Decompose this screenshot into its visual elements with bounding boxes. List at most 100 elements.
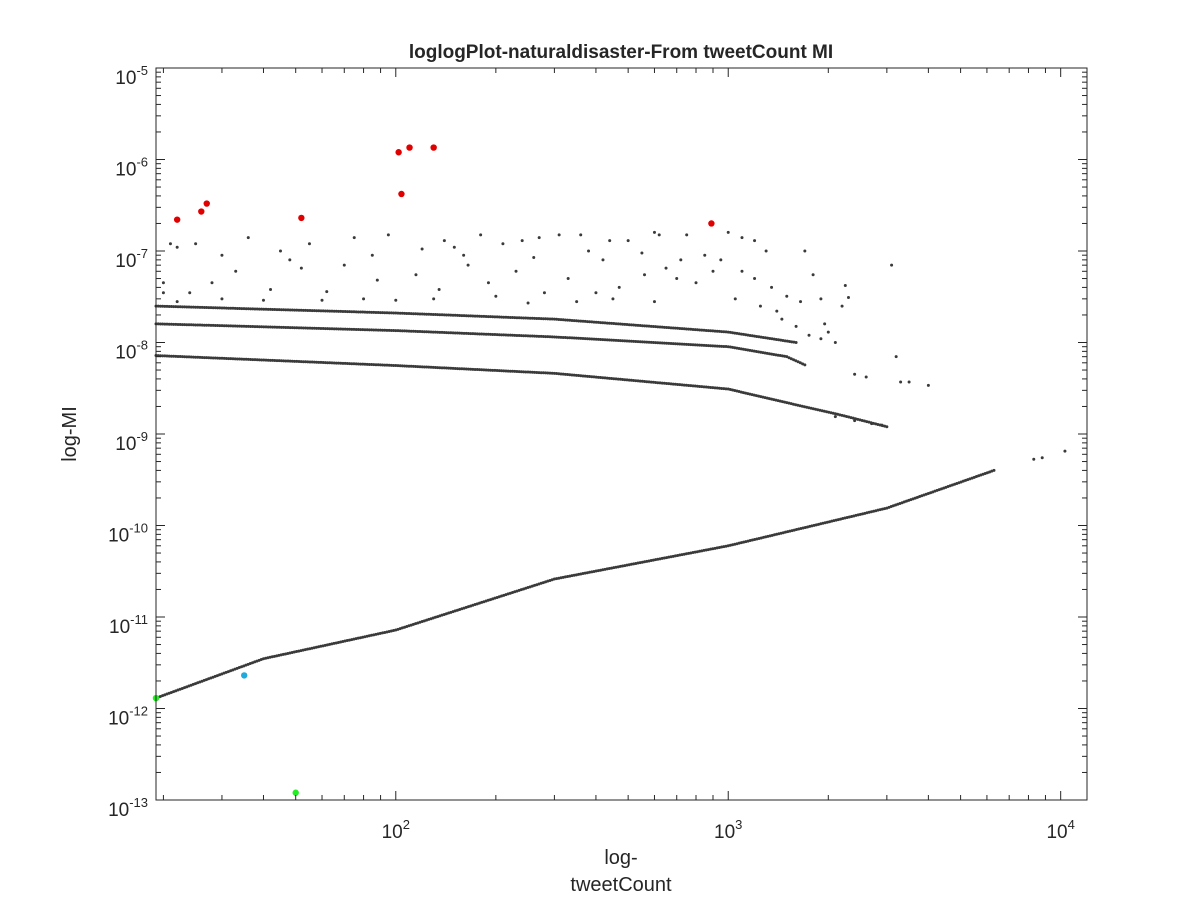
x-tick-label: 104 <box>1046 817 1074 843</box>
data-point <box>240 357 244 361</box>
data-point <box>508 315 512 319</box>
data-point <box>758 304 762 308</box>
data-point <box>550 335 554 339</box>
data-point <box>561 335 565 339</box>
data-point <box>400 364 404 368</box>
data-point <box>679 258 683 262</box>
data-point <box>700 328 704 332</box>
data-point <box>526 334 530 338</box>
data-point <box>662 341 666 345</box>
data-point <box>455 331 459 335</box>
y-tick-label: 10-9 <box>115 429 148 455</box>
data-point <box>429 330 433 334</box>
data-point <box>537 334 541 338</box>
data-point <box>992 468 996 472</box>
data-point <box>251 307 255 311</box>
data-point <box>438 313 442 317</box>
data-point <box>196 305 200 309</box>
data-point <box>367 362 371 366</box>
data-point <box>273 359 277 362</box>
data-point <box>420 365 424 369</box>
data-point <box>422 330 426 334</box>
data-point <box>709 329 713 333</box>
data-point <box>676 326 680 330</box>
data-point <box>200 323 204 327</box>
data-point <box>557 317 561 321</box>
data-point <box>680 342 684 346</box>
data-point <box>654 325 658 329</box>
data-point <box>367 310 371 314</box>
data-point <box>238 357 242 361</box>
series-0 <box>154 468 996 700</box>
data-point <box>279 325 283 329</box>
data-point <box>297 360 301 364</box>
data-point <box>229 324 233 328</box>
data-point <box>229 357 233 361</box>
data-point <box>436 330 440 334</box>
data-point <box>227 357 231 361</box>
data-point <box>506 315 510 319</box>
data-point <box>673 382 677 386</box>
data-point <box>453 366 457 370</box>
data-point <box>229 306 233 310</box>
data-point <box>174 354 178 358</box>
data-point <box>406 144 413 151</box>
data-point <box>163 354 167 358</box>
data-point <box>787 356 791 360</box>
data-point <box>262 325 266 329</box>
data-point <box>535 334 539 338</box>
data-point <box>407 312 411 316</box>
data-point <box>574 319 578 323</box>
data-point <box>416 312 420 316</box>
data-point <box>430 144 437 151</box>
data-point <box>273 325 277 329</box>
data-point <box>601 376 605 380</box>
data-point <box>183 355 187 359</box>
data-point <box>894 355 898 359</box>
data-point <box>350 327 354 331</box>
data-point <box>656 341 660 345</box>
data-point <box>627 378 631 382</box>
data-point <box>437 287 441 291</box>
data-point <box>792 358 796 362</box>
data-point <box>188 291 192 295</box>
data-point <box>890 263 894 267</box>
data-point <box>621 378 625 382</box>
data-point <box>389 311 393 315</box>
data-point <box>579 374 583 378</box>
data-point <box>570 373 574 377</box>
data-point <box>238 324 242 328</box>
data-point <box>559 335 563 339</box>
data-point <box>709 344 713 348</box>
data-point <box>205 356 209 360</box>
data-point <box>500 369 504 373</box>
data-point <box>722 344 726 348</box>
data-point <box>165 304 169 308</box>
data-point <box>253 358 257 362</box>
data-point <box>220 356 224 360</box>
data-point <box>542 291 546 295</box>
data-point <box>310 326 314 330</box>
data-point <box>277 325 281 329</box>
data-point <box>610 338 614 342</box>
data-point <box>398 329 402 333</box>
data-point <box>306 360 310 364</box>
data-point <box>194 355 198 359</box>
data-point <box>464 331 468 335</box>
data-point <box>306 308 310 312</box>
data-point <box>926 383 930 387</box>
data-point <box>484 332 488 336</box>
data-point <box>594 291 598 295</box>
data-point <box>711 386 715 390</box>
data-point <box>246 324 250 328</box>
data-point <box>590 375 594 379</box>
data-point <box>715 329 719 333</box>
data-point <box>381 363 385 367</box>
data-point <box>680 327 684 331</box>
data-point <box>175 245 179 249</box>
data-point <box>392 363 396 367</box>
data-point <box>524 316 528 320</box>
data-point <box>356 362 360 366</box>
data-point <box>803 363 807 367</box>
data-point <box>471 314 475 318</box>
